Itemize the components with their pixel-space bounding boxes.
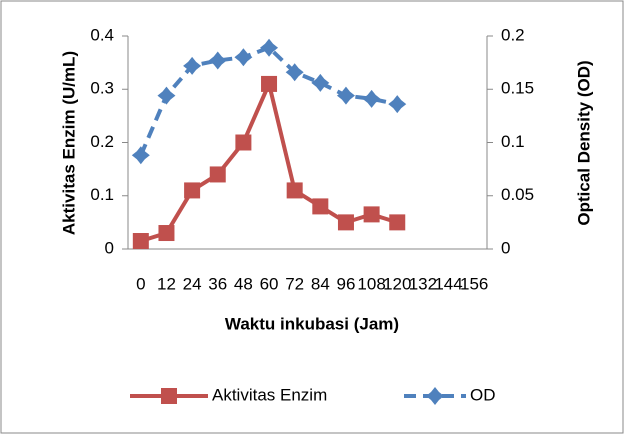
- point: [286, 182, 303, 199]
- point: [183, 56, 202, 75]
- point: [311, 73, 330, 92]
- y-tick-label: 0.4: [90, 25, 114, 44]
- x-tick-label: 144: [434, 274, 462, 293]
- point: [131, 146, 150, 165]
- legend-marker: [426, 387, 444, 405]
- point: [261, 75, 278, 92]
- point: [389, 214, 406, 231]
- point: [336, 86, 355, 105]
- point: [235, 134, 252, 151]
- x-tick-label: 132: [409, 274, 437, 293]
- point: [312, 198, 329, 215]
- point: [260, 38, 279, 57]
- point: [362, 89, 381, 108]
- y-tick-label: 0.1: [90, 185, 114, 204]
- x-tick-label: 156: [460, 274, 488, 293]
- x-tick-label: 48: [234, 274, 253, 293]
- point: [285, 63, 304, 82]
- legend-label: OD: [470, 385, 496, 404]
- point: [337, 214, 354, 231]
- x-tick-label: 84: [311, 274, 330, 293]
- y2-tick-label: 0.2: [501, 25, 525, 44]
- x-tick-label: 60: [260, 274, 279, 293]
- y2-axis-title: Optical Density (OD): [574, 60, 593, 225]
- legend-marker: [161, 388, 177, 404]
- y-axis-title: Aktivitas Enzim (U/mL): [59, 51, 78, 235]
- point: [234, 48, 253, 67]
- y-tick-label: 0.3: [90, 79, 114, 98]
- y-tick-label: 0: [105, 238, 114, 257]
- y2-tick-label: 0.1: [501, 132, 525, 151]
- x-tick-label: 12: [157, 274, 176, 293]
- y2-tick-label: 0.05: [501, 185, 534, 204]
- x-tick-label: 120: [383, 274, 411, 293]
- x-tick-label: 0: [136, 274, 145, 293]
- point: [388, 95, 407, 114]
- point: [132, 233, 149, 250]
- y2-tick-label: 0.15: [501, 79, 534, 98]
- x-tick-label: 24: [183, 274, 202, 293]
- point: [209, 166, 226, 183]
- x-axis-title: Waktu inkubasi (Jam): [225, 314, 399, 333]
- x-tick-label: 108: [357, 274, 385, 293]
- legend-label: Aktivitas Enzim: [212, 385, 327, 404]
- y2-tick-label: 0: [501, 238, 510, 257]
- x-tick-label: 72: [285, 274, 304, 293]
- point: [158, 225, 175, 242]
- y-tick-label: 0.2: [90, 132, 114, 151]
- point: [208, 51, 227, 70]
- point: [363, 206, 380, 223]
- x-tick-label: 36: [208, 274, 227, 293]
- point: [184, 182, 201, 199]
- x-tick-label: 96: [337, 274, 356, 293]
- point: [157, 86, 176, 105]
